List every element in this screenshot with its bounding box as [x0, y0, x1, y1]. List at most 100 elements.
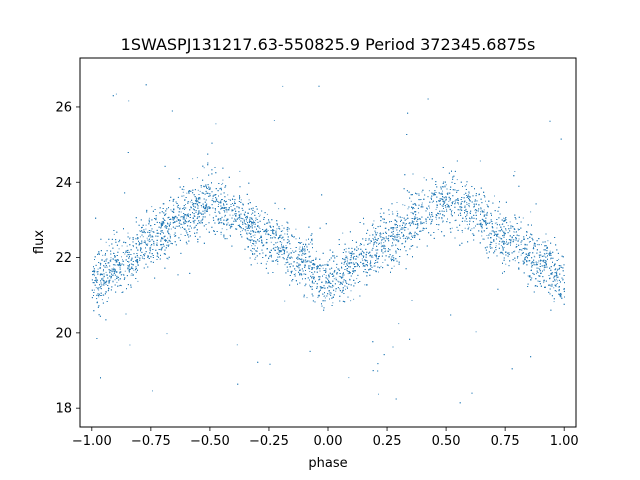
data-point [222, 179, 224, 181]
data-point [537, 262, 539, 264]
data-point [538, 281, 540, 282]
data-point [442, 221, 444, 223]
data-point [97, 268, 99, 270]
data-point [371, 256, 373, 258]
data-point [514, 171, 516, 172]
data-point [284, 264, 286, 266]
data-point [543, 267, 545, 269]
data-point [370, 261, 371, 263]
data-point [180, 233, 182, 235]
chart-title: 1SWASPJ131217.63-550825.9 Period 372345.… [121, 35, 536, 54]
data-point [562, 279, 564, 281]
data-point [391, 211, 393, 213]
data-point [466, 224, 468, 226]
data-point [513, 231, 515, 233]
data-point [534, 256, 536, 258]
data-point [353, 298, 355, 300]
data-point [240, 231, 242, 233]
data-point [113, 233, 115, 235]
data-point [108, 245, 110, 247]
data-point [110, 257, 112, 259]
data-point [441, 218, 443, 220]
data-point [398, 323, 400, 325]
data-point [379, 234, 381, 236]
data-point [379, 232, 381, 234]
data-point [122, 259, 123, 261]
data-point [301, 242, 303, 243]
data-point [329, 292, 331, 293]
data-point [402, 242, 404, 244]
data-point [305, 239, 307, 241]
data-point [135, 246, 137, 248]
data-point [505, 229, 507, 231]
data-point [354, 249, 356, 251]
data-point [197, 189, 199, 191]
data-point [102, 254, 104, 256]
data-point [109, 270, 111, 272]
data-point [387, 250, 389, 252]
data-point [165, 213, 167, 215]
data-point [429, 207, 430, 209]
data-point [545, 260, 546, 261]
data-point [162, 221, 164, 222]
data-point [398, 235, 400, 237]
data-point [507, 225, 509, 227]
data-point [494, 195, 495, 197]
data-point [378, 393, 379, 395]
data-point [525, 247, 527, 249]
data-point [133, 246, 134, 248]
data-point [486, 235, 488, 236]
data-point [550, 258, 552, 260]
data-point [239, 170, 241, 172]
data-point [464, 227, 466, 229]
data-point [389, 256, 390, 258]
data-point [95, 287, 97, 289]
data-point [304, 251, 306, 253]
data-point [346, 268, 348, 270]
data-point [259, 228, 261, 229]
data-point [430, 223, 432, 225]
data-point [435, 208, 437, 210]
data-point [536, 271, 538, 273]
data-point [435, 218, 437, 220]
data-point [190, 206, 192, 208]
data-point [475, 212, 477, 214]
data-point [379, 235, 381, 237]
data-point [541, 260, 543, 262]
data-point [245, 230, 247, 232]
data-point [183, 228, 185, 230]
data-point [537, 267, 539, 269]
data-point [483, 238, 485, 240]
data-point [101, 299, 103, 301]
data-point [395, 238, 397, 240]
data-point [116, 277, 118, 279]
data-point [155, 217, 157, 219]
data-point [136, 238, 138, 240]
data-point [129, 238, 130, 240]
data-point [418, 193, 420, 195]
data-point [380, 246, 382, 248]
data-point [472, 233, 474, 235]
data-point [537, 272, 539, 274]
data-point [276, 228, 278, 230]
data-point [431, 201, 433, 203]
data-point [517, 228, 519, 230]
data-point [306, 297, 308, 299]
data-point [536, 273, 537, 275]
data-point [356, 278, 358, 280]
data-point [556, 277, 558, 278]
data-point [137, 256, 139, 258]
data-point [406, 236, 407, 238]
data-point [410, 212, 412, 214]
data-point [254, 234, 256, 236]
data-point [495, 242, 497, 244]
data-point [490, 248, 491, 249]
data-point [138, 242, 140, 243]
data-point [160, 233, 162, 235]
data-point [421, 191, 423, 193]
data-point [352, 253, 354, 255]
data-point [215, 209, 216, 211]
data-point [139, 231, 141, 232]
data-point [485, 200, 486, 202]
data-point [95, 277, 97, 279]
